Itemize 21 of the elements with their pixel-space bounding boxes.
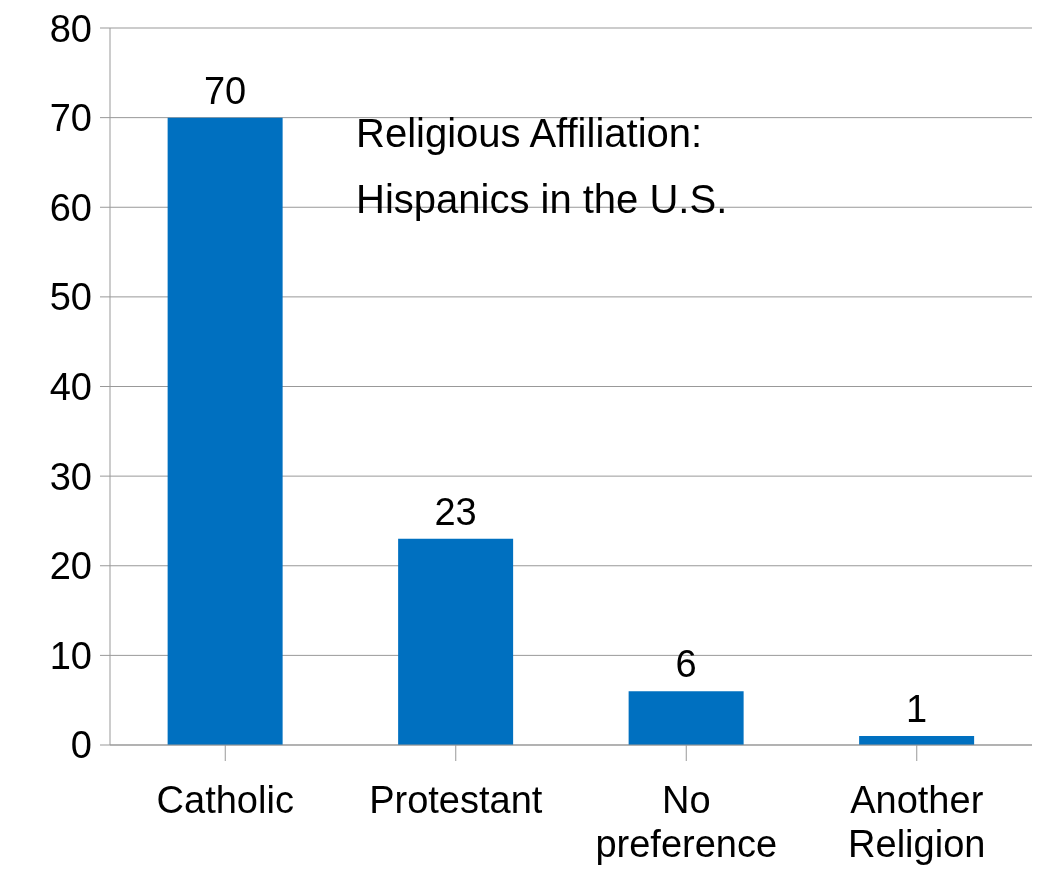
data-label: 1 — [906, 688, 928, 731]
bar — [167, 117, 283, 745]
y-tick-label: 60 — [49, 186, 92, 229]
data-label: 70 — [203, 69, 247, 112]
text: Religious Affiliation: Hispanics in the U.S. — [356, 110, 728, 223]
x-tick-label: Protestant — [369, 779, 543, 821]
y-tick-label: 10 — [49, 634, 92, 677]
x-tick-label: Another Religion — [848, 779, 986, 865]
bar — [628, 691, 744, 745]
data-label: 6 — [675, 643, 697, 686]
y-tick-label: 20 — [49, 545, 92, 588]
bar — [398, 538, 514, 745]
y-tick-label: 70 — [49, 97, 92, 140]
y-tick-label: 40 — [49, 365, 92, 408]
x-tick-label: No preference — [595, 779, 778, 865]
y-tick-label: 30 — [49, 455, 92, 498]
y-tick-label: 50 — [49, 276, 92, 319]
data-label: 23 — [434, 490, 477, 533]
x-tick-label: Catholic — [156, 779, 294, 821]
y-tick-label: 80 — [49, 7, 92, 50]
y-tick-label: 0 — [70, 724, 92, 767]
